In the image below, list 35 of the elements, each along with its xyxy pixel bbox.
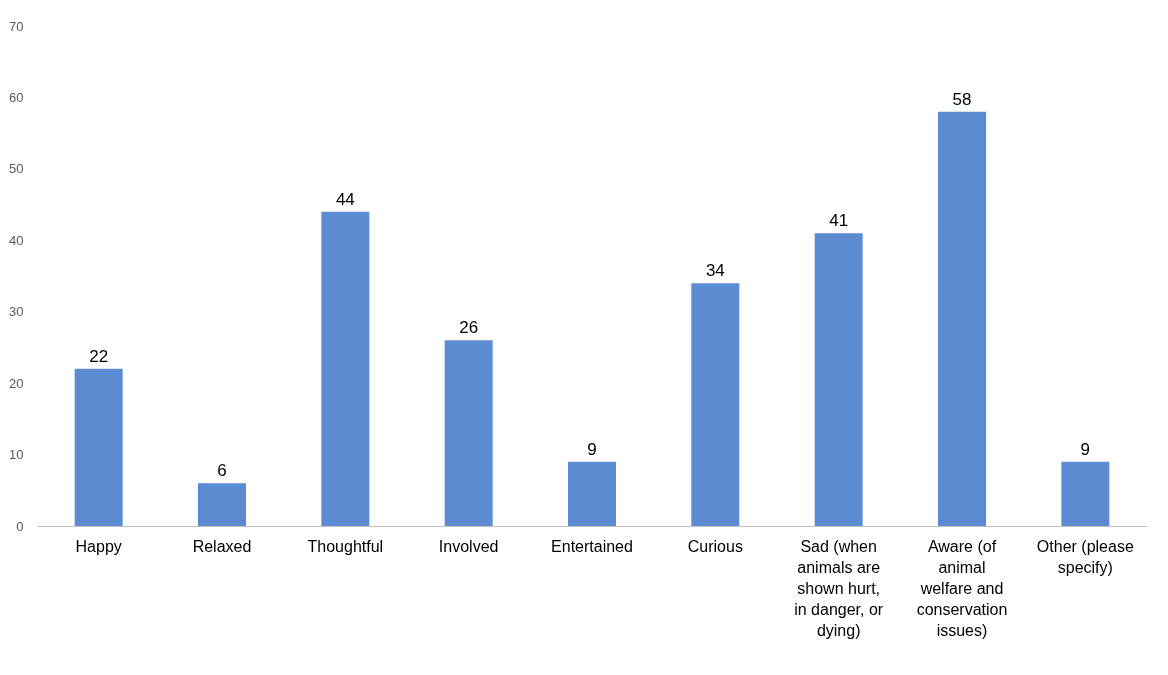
x-tick-label: Aware (of animal welfare and conservation issues) <box>916 537 1008 639</box>
data-label: 9 <box>587 439 597 459</box>
y-tick-label: 40 <box>9 232 24 248</box>
x-tick-label: Relaxed <box>192 537 252 555</box>
y-tick-label: 0 <box>16 518 24 534</box>
data-label: 26 <box>459 318 479 338</box>
x-tick-label: Sad (when animals are shown hurt, in danger, or dying) <box>794 537 884 639</box>
bar <box>74 368 123 526</box>
data-label: 34 <box>705 261 725 281</box>
bar <box>568 461 616 526</box>
y-tick-label: 30 <box>9 304 24 320</box>
data-label: 9 <box>1080 439 1091 459</box>
data-label: 58 <box>952 89 972 109</box>
x-tick-label: Other (please specify) <box>1036 537 1134 576</box>
y-tick-label: 60 <box>9 89 24 105</box>
y-tick-label: 50 <box>9 161 24 177</box>
x-tick-label: Happy <box>75 537 122 555</box>
x-tick-label: Curious <box>687 537 743 555</box>
y-tick-label: 70 <box>9 18 24 34</box>
bar <box>321 211 370 526</box>
bar <box>444 340 493 526</box>
data-label: 44 <box>335 189 355 209</box>
data-label: 6 <box>217 461 227 481</box>
x-tick-label: Involved <box>438 537 499 555</box>
x-tick-label: Thoughtful <box>307 537 384 555</box>
y-tick-label: 20 <box>9 375 24 391</box>
data-label: 41 <box>829 211 849 231</box>
bar <box>691 283 740 526</box>
y-tick-label: 10 <box>9 447 24 463</box>
bar <box>1061 461 1110 526</box>
data-label: 22 <box>89 346 109 366</box>
bar <box>814 233 863 526</box>
bar <box>938 111 986 526</box>
x-tick-label: Entertained <box>551 537 633 555</box>
bar <box>198 483 246 526</box>
